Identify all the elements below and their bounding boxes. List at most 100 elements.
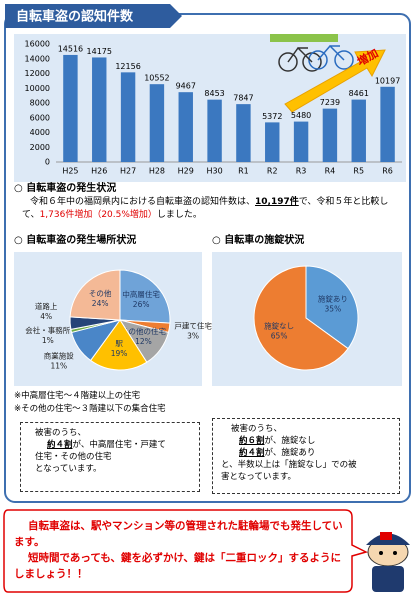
slice-label: 施錠あり	[318, 293, 348, 303]
x-tick-label: R4	[325, 167, 336, 176]
slice-label: 道路上	[35, 301, 58, 311]
callout-bubble	[3, 509, 369, 593]
slice-label: 会社・事務所	[25, 325, 70, 335]
x-tick-label: H28	[149, 167, 165, 176]
status-paragraph: 令和６年中の福岡県内における自転車盗の認知件数は、10,197件で、令和５年と比…	[22, 196, 397, 222]
slice-value: 65%	[271, 332, 288, 341]
slice-value: 3%	[187, 332, 199, 341]
text: 被害のうち、	[231, 424, 283, 434]
bar	[380, 86, 395, 162]
y-tick-label: 2000	[30, 143, 50, 152]
slice-value: 1%	[42, 336, 54, 345]
value-label: 5372	[262, 112, 282, 121]
text: 約４割	[47, 440, 73, 450]
slice-label: 施錠なし	[264, 321, 294, 331]
value-label: 5480	[291, 111, 311, 120]
value-label: 7239	[320, 98, 340, 107]
bar	[265, 122, 280, 162]
x-tick-label: R3	[296, 167, 307, 176]
value-label: 10197	[375, 76, 400, 85]
value-label: 7847	[233, 94, 253, 103]
pie-slice	[89, 319, 148, 371]
value-label: 10552	[144, 74, 169, 83]
text: 令和６年中の福岡県内における自転車盗の認知件数は、	[30, 197, 256, 207]
bar	[149, 84, 165, 162]
pie-slice	[305, 265, 359, 350]
text: 1,736件増加（20.5%増加）	[39, 210, 157, 220]
y-tick-label: 14000	[25, 54, 50, 63]
x-tick-label: R1	[238, 167, 249, 176]
slice-value: 11%	[50, 362, 67, 371]
summary-box: 被害のうち、 約４割が、中高層住宅・戸建て 住宅・その他の住宅 となっています。	[20, 422, 200, 492]
y-tick-label: 4000	[30, 128, 50, 137]
bar	[92, 57, 107, 162]
status-heading: ○ 自転車盗の発生状況	[14, 183, 117, 194]
slice-label: 戸建て住宅	[174, 321, 212, 331]
text: が、施錠なし	[264, 436, 316, 446]
bar	[63, 54, 78, 162]
slice-value: 24%	[92, 299, 109, 308]
header-title: 自転車盗の認知件数	[16, 9, 134, 25]
slice-label: その他	[89, 288, 112, 298]
value-label: 9467	[176, 82, 196, 91]
bar	[351, 99, 366, 162]
y-tick-label: 6000	[30, 113, 50, 122]
text: が、中高層住宅・戸建て	[72, 440, 166, 450]
value-label: 12156	[115, 62, 140, 71]
text: 害となっています。	[221, 472, 296, 482]
slice-value: 4%	[40, 312, 52, 321]
bar	[207, 99, 222, 162]
value-label: 8461	[349, 89, 369, 98]
x-tick-label: H27	[120, 167, 136, 176]
x-tick-label: H26	[91, 167, 107, 176]
pie-slice	[69, 269, 121, 321]
header-tab	[5, 4, 182, 28]
slice-value: 19%	[111, 349, 128, 358]
text: 10,197件	[255, 197, 299, 207]
pie-title: ○ 自転車の施錠状況	[212, 235, 305, 246]
text: 住宅・その他の住宅	[35, 452, 112, 462]
text: が、施錠あり	[264, 448, 316, 458]
slice-label: 中高層住宅	[122, 289, 160, 299]
bar	[236, 104, 251, 162]
slice-label: その他の住宅	[121, 326, 166, 336]
slice-label: 駅	[115, 339, 123, 348]
slice-value: 26%	[133, 300, 150, 309]
bar	[293, 121, 309, 162]
slice-label: 商業施設	[44, 351, 74, 361]
text: 短時間であっても、鍵を必ずかけ、鍵は「二重ロック」するようにしましょう！！	[14, 552, 342, 580]
slice-value: 35%	[325, 304, 342, 313]
increase-arrow	[284, 49, 386, 113]
bar	[322, 108, 338, 162]
y-tick-label: 8000	[30, 99, 50, 108]
y-tick-label: 0	[45, 158, 50, 167]
bicycle-illustration	[270, 34, 354, 72]
text: となっています。	[35, 464, 102, 474]
police-mascot	[366, 532, 410, 592]
value-label: 8453	[204, 89, 224, 98]
x-tick-label: R6	[382, 167, 393, 176]
text: 被害のうち、	[35, 428, 87, 438]
bar	[178, 92, 193, 162]
slice-value: 12%	[135, 337, 152, 346]
x-tick-label: R2	[267, 167, 278, 176]
x-tick-label: R5	[353, 167, 364, 176]
text: 自転車盗は、駅やマンション等の管理された駐輪場でも発生しています。	[14, 520, 343, 548]
text: 約６割	[239, 436, 265, 446]
x-tick-label: H29	[178, 167, 194, 176]
summary-box: 被害のうち、 約６割が、施錠なし 約４割が、施錠あり と、半数以上は「施錠なし」…	[212, 418, 400, 494]
pie-title: ○ 自転車盗の発生場所状況	[14, 235, 137, 246]
bar	[120, 72, 136, 162]
text: 約４割	[239, 448, 265, 458]
y-tick-label: 10000	[25, 84, 50, 93]
text: で、令和５年と比較して、	[22, 197, 389, 220]
y-tick-label: 16000	[25, 40, 50, 49]
value-label: 14516	[58, 44, 83, 53]
text: と、半数以上は「施錠なし」での被	[221, 460, 357, 470]
callout-text: 自転車盗は、駅やマンション等の管理された駐輪場でも発生しています。 短時間であっ…	[14, 518, 344, 582]
value-label: 14175	[87, 47, 112, 56]
note: ※中高層住宅～４階建以上の住宅	[14, 391, 141, 401]
x-tick-label: H30	[206, 167, 222, 176]
